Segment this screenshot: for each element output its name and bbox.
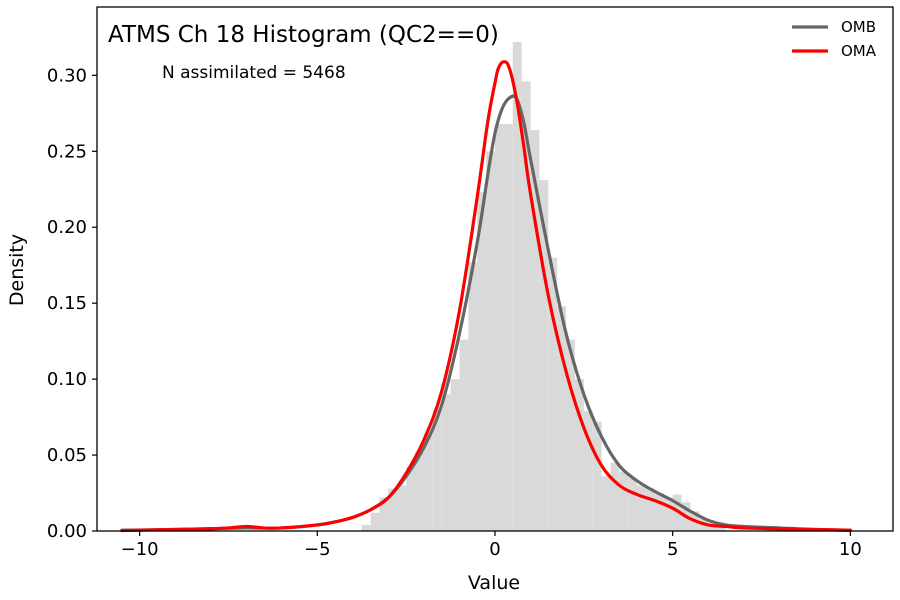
histogram-bar <box>495 123 504 532</box>
histogram-bar <box>557 306 567 531</box>
y-tick-label: 0.30 <box>47 65 87 86</box>
histogram-bar <box>406 467 416 531</box>
histogram-bar <box>361 524 371 531</box>
y-axis-ticks: 0.00 0.05 0.10 0.15 0.20 0.25 0.30 <box>47 65 97 542</box>
y-axis-label: Density <box>6 234 28 306</box>
density-lines <box>120 60 852 533</box>
histogram-bar <box>646 488 655 531</box>
legend-label-omb: OMB <box>841 18 876 36</box>
legend-label-oma: OMA <box>841 42 877 60</box>
y-tick-label: 0.20 <box>47 217 87 238</box>
histogram-bar <box>574 379 584 531</box>
histogram-bar <box>370 512 380 531</box>
y-tick-label: 0.15 <box>47 293 87 314</box>
histogram-bar <box>486 151 495 531</box>
histogram-bars <box>361 41 726 532</box>
x-tick-label: −5 <box>304 539 331 560</box>
y-tick-label: 0.10 <box>47 369 87 390</box>
histogram-bar <box>450 379 460 531</box>
x-tick-label: 10 <box>839 539 862 560</box>
histogram-bar <box>708 523 718 531</box>
histogram-bar <box>610 462 620 531</box>
x-tick-label: 5 <box>667 539 678 560</box>
histogram-bar <box>379 497 389 531</box>
histogram-bar <box>637 485 647 531</box>
histogram-bar <box>432 409 442 531</box>
chart-title: ATMS Ch 18 Histogram (QC2==0) <box>108 22 499 48</box>
x-axis-ticks: −10 −5 0 5 10 <box>121 531 862 560</box>
histogram-bar <box>397 485 407 531</box>
histogram-bar <box>503 123 513 532</box>
x-tick-label: −10 <box>121 539 159 560</box>
histogram-bar <box>654 493 664 531</box>
legend: OMB OMA <box>792 18 877 60</box>
histogram-bar <box>423 433 433 531</box>
histogram-bar <box>566 339 575 531</box>
histogram-bar <box>619 471 629 531</box>
histogram-bar <box>663 497 673 531</box>
y-tick-label: 0.05 <box>47 445 87 466</box>
histogram-bar <box>672 494 682 531</box>
histogram-bar <box>592 421 602 531</box>
histogram-bar <box>530 130 540 531</box>
histogram-bar <box>717 526 726 531</box>
chart-annotation: N assimilated = 5468 <box>162 63 346 83</box>
x-tick-label: 0 <box>489 539 500 560</box>
y-tick-label: 0.25 <box>47 141 87 162</box>
histogram-bar <box>459 339 469 531</box>
histogram-bar <box>388 488 398 531</box>
histogram-bar <box>628 477 638 531</box>
histogram-bar <box>441 394 451 531</box>
histogram-bar <box>512 41 522 531</box>
histogram-bar <box>468 262 478 531</box>
y-tick-label: 0.00 <box>47 521 87 542</box>
x-axis-label: Value <box>468 572 520 594</box>
series-line-oma <box>120 60 852 533</box>
histogram-bar <box>548 257 558 531</box>
histogram-bar <box>583 411 593 531</box>
histogram-bar <box>539 180 549 531</box>
histogram-bar <box>601 476 611 531</box>
histogram-bar <box>477 192 487 531</box>
histogram-bar <box>415 452 424 531</box>
histogram-bar <box>521 81 531 531</box>
